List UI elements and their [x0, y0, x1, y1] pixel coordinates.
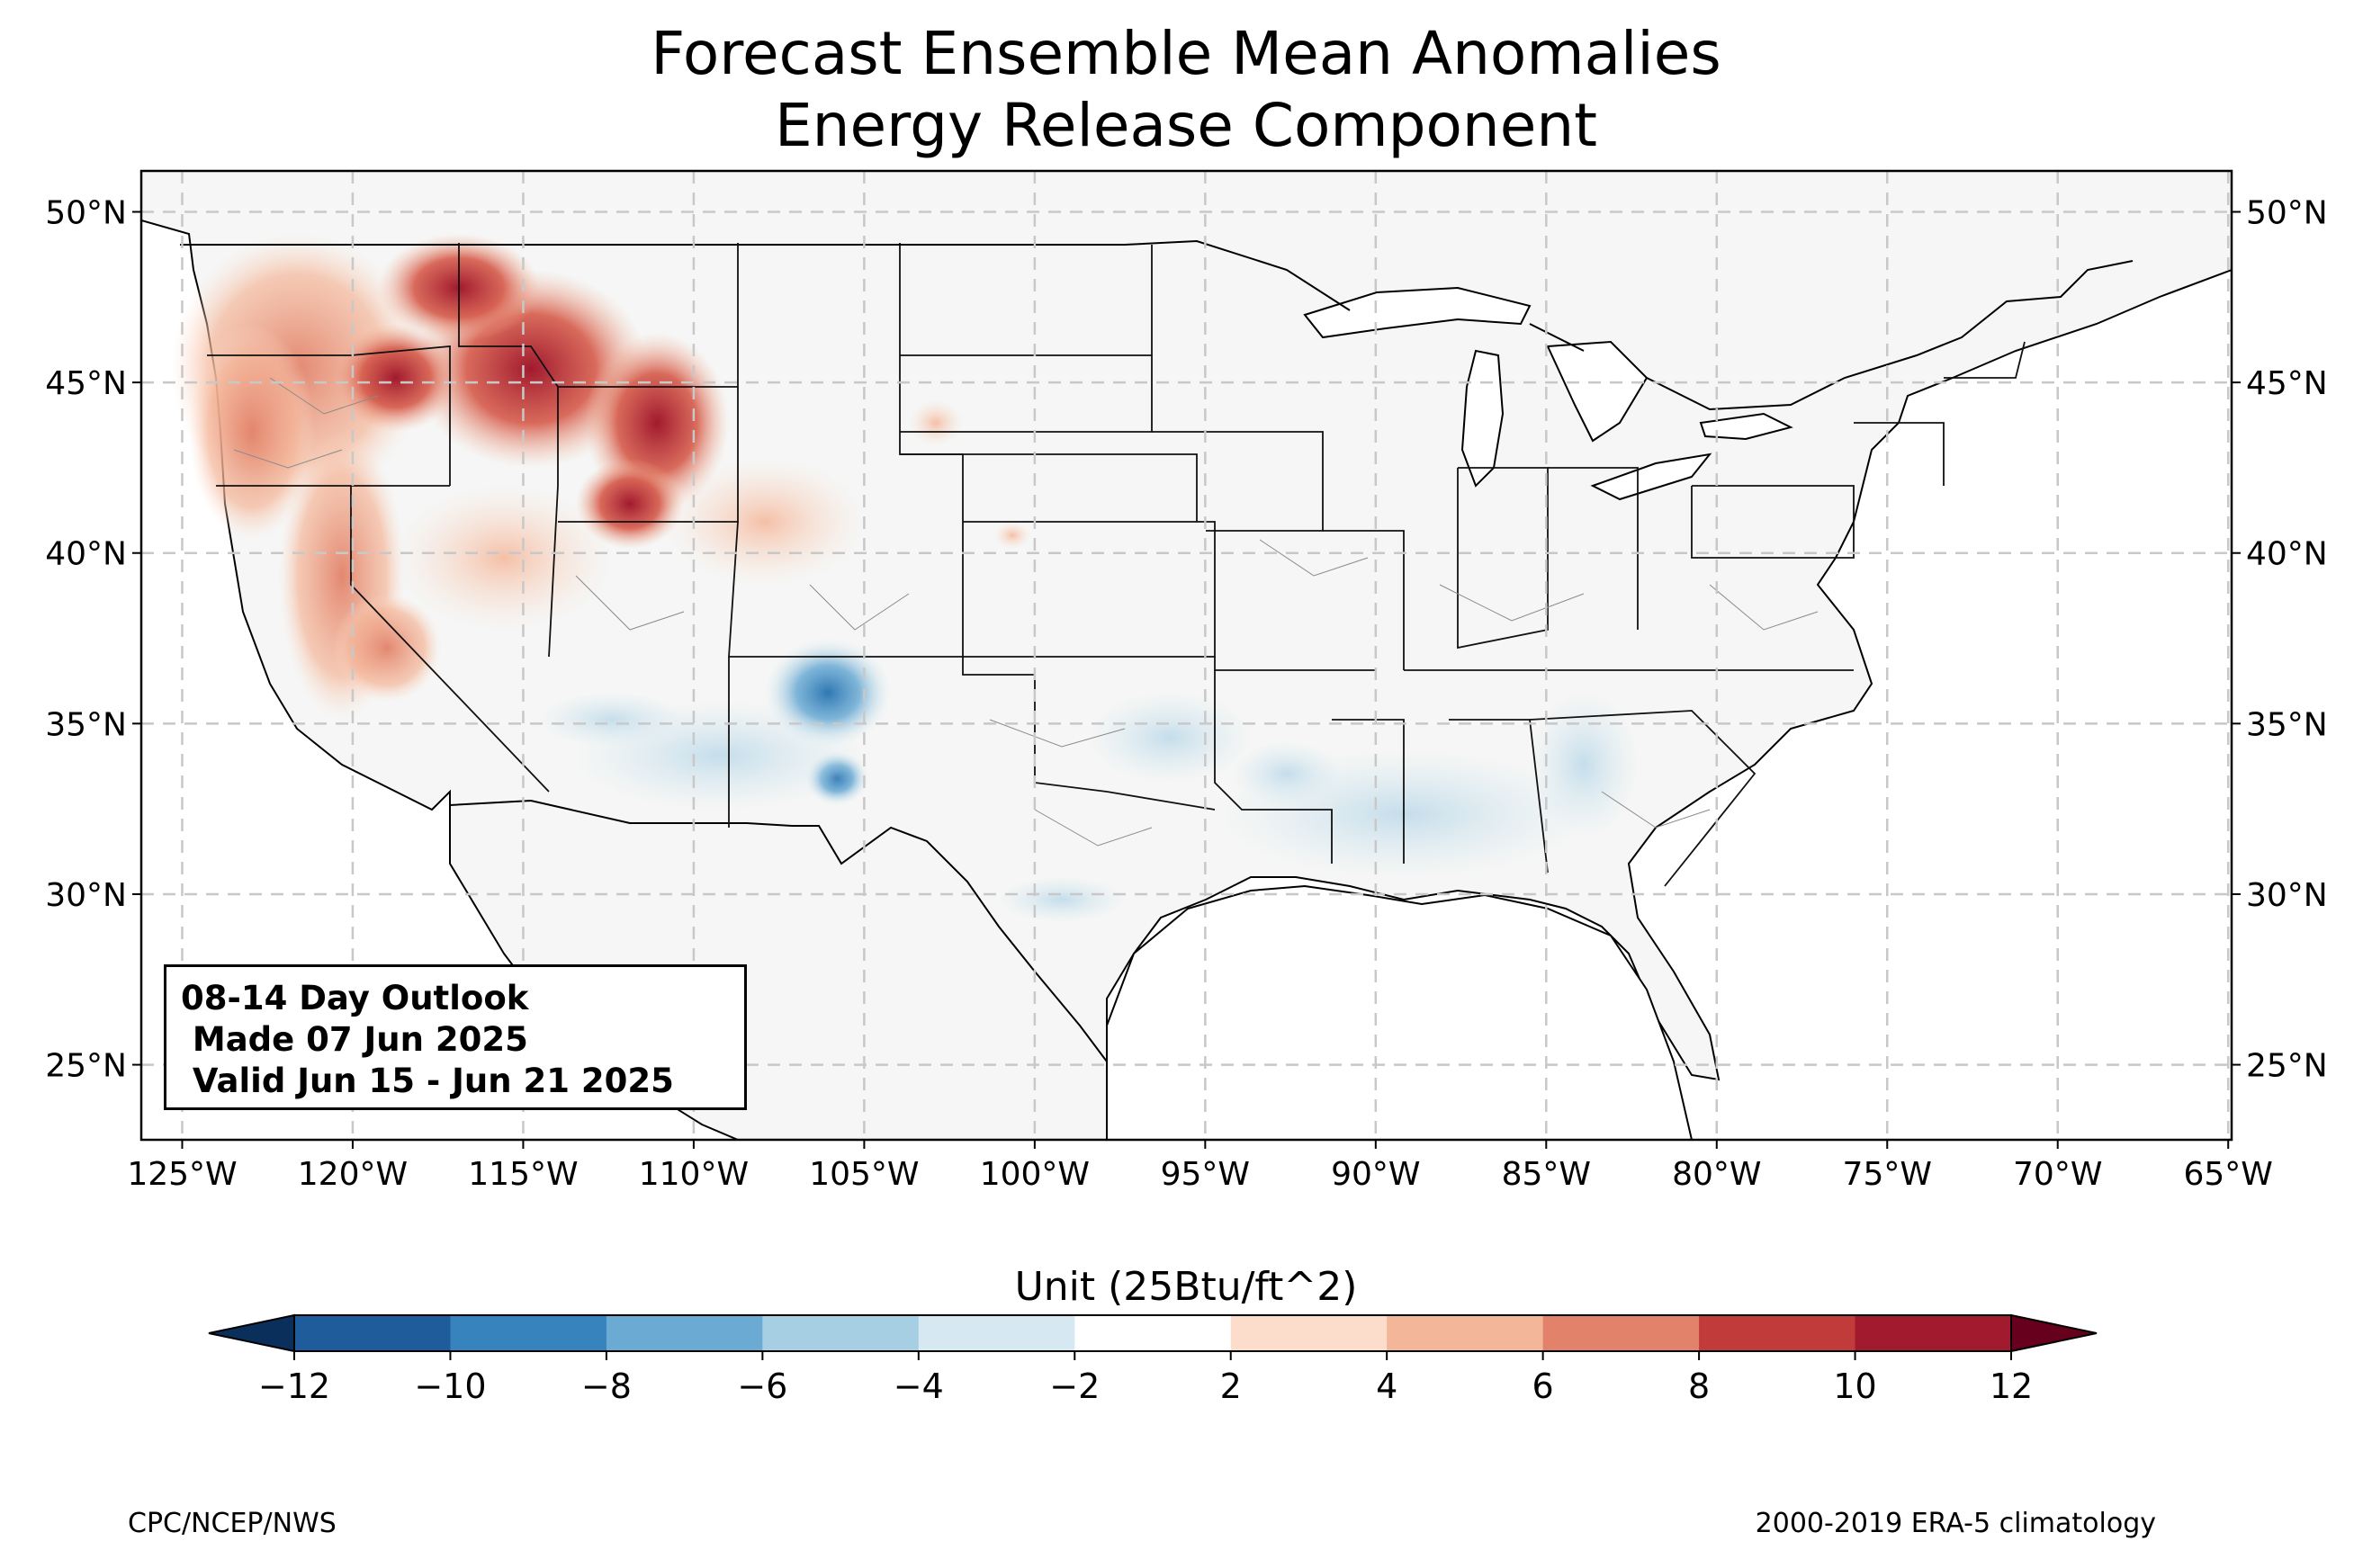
- us-canada-border: [180, 239, 2134, 411]
- lon-tick-label: 100°W: [980, 1156, 1090, 1193]
- lat-tick-label: 30°N: [2246, 877, 2328, 914]
- colorbar-swatch: [762, 1315, 920, 1351]
- climate-division-lines: [233, 377, 1819, 847]
- latitude-axis-left: 50°N 45°N 40°N 35°N 30°N 25°N: [45, 195, 141, 1085]
- colorbar-tick-label: 8: [1688, 1366, 1710, 1406]
- lon-tick-label: 115°W: [468, 1156, 578, 1193]
- lat-tick-label: 40°N: [45, 536, 127, 573]
- colorbar-swatch: [1699, 1315, 1856, 1351]
- colorbar-swatch: [1074, 1315, 1232, 1351]
- latitude-axis-right: 50°N 45°N 40°N 35°N 30°N 25°N: [2232, 195, 2328, 1085]
- anomaly-texas-panhandle: [1089, 693, 1251, 783]
- lon-tick-label: 80°W: [1672, 1156, 1761, 1193]
- colorbar-swatch: [606, 1315, 763, 1351]
- colorbar-swatch: [1230, 1315, 1388, 1351]
- colorbar-tick-label: −8: [581, 1366, 632, 1406]
- map-title-line-2: Energy Release Component: [774, 91, 1598, 160]
- us-mexico-border: [449, 799, 1108, 1062]
- outlook-made-date: Made 07 Jun 2025: [181, 1020, 528, 1059]
- anomaly-arkansas-la: [1233, 742, 1341, 805]
- colorbar-tick-label: 10: [1833, 1366, 1876, 1406]
- colorbar-swatch: [1855, 1315, 2012, 1351]
- anomaly-utah-north: [576, 459, 684, 549]
- lat-tick-label: 50°N: [45, 195, 127, 232]
- anomaly-dakota-spot: [909, 400, 963, 445]
- colorbar-under-arrow: [208, 1313, 295, 1353]
- lake-ontario: [1699, 412, 1793, 441]
- lon-tick-label: 125°W: [127, 1156, 237, 1193]
- map-border: [139, 169, 2233, 1142]
- lon-tick-label: 120°W: [298, 1156, 408, 1193]
- anomaly-great-basin: [396, 486, 612, 630]
- colorbar-over-arrow: [2010, 1313, 2098, 1353]
- colorbar-tick-label: −10: [414, 1366, 486, 1406]
- anomaly-nebraska-spot: [994, 522, 1030, 549]
- colorbar-swatch: [918, 1315, 1075, 1351]
- lon-tick-label: 105°W: [809, 1156, 919, 1193]
- lon-tick-label: 95°W: [1161, 1156, 1250, 1193]
- colorbar-swatch: [1387, 1315, 1544, 1351]
- colorbar-tick-label: 6: [1532, 1366, 1554, 1406]
- lon-tick-label: 75°W: [1843, 1156, 1932, 1193]
- colorbar-unit-label: Unit (25Btu/ft^2): [1014, 1264, 1358, 1310]
- gridlines: [141, 171, 2232, 1140]
- lon-tick-label: 65°W: [2184, 1156, 2273, 1193]
- lake-erie: [1590, 452, 1712, 501]
- lat-tick-label: 40°N: [2246, 536, 2328, 573]
- lon-tick-label: 90°W: [1331, 1156, 1420, 1193]
- anomaly-oregon-inland: [333, 324, 459, 432]
- lake-superior: [1303, 286, 1532, 339]
- colorbar-swatch: [294, 1315, 451, 1351]
- colorbar: −12 −10 −8 −6 −4 −2 2 4 6 8 10 12: [208, 1313, 2098, 1406]
- outlook-valid-range: Valid Jun 15 - Jun 21 2025: [181, 1062, 674, 1100]
- lat-tick-label: 35°N: [45, 706, 127, 743]
- footer-climatology: 2000-2019 ERA-5 climatology: [1755, 1508, 2156, 1539]
- anomaly-georgia: [1530, 693, 1638, 837]
- longitude-axis: 125°W 120°W 115°W 110°W 105°W 100°W 95°W 90°W 85…: [127, 1140, 2273, 1193]
- anomaly-sierra-south: [333, 594, 441, 702]
- lake-huron: [1546, 340, 1649, 443]
- lat-tick-label: 50°N: [2246, 195, 2328, 232]
- colorbar-tick-label: −12: [258, 1366, 330, 1406]
- colorbar-tick-label: −4: [894, 1366, 944, 1406]
- lon-tick-label: 70°W: [2013, 1156, 2102, 1193]
- lat-tick-label: 25°N: [2246, 1048, 2328, 1085]
- colorbar-tick-label: 2: [1220, 1366, 1242, 1406]
- lake-michigan: [1460, 349, 1505, 488]
- lat-tick-label: 45°N: [45, 365, 127, 402]
- colorbar-tick-label: 4: [1376, 1366, 1397, 1406]
- lat-tick-label: 25°N: [45, 1048, 127, 1085]
- footer-source: CPC/NCEP/NWS: [128, 1508, 337, 1539]
- lon-tick-label: 85°W: [1502, 1156, 1591, 1193]
- colorbar-swatch: [1542, 1315, 1700, 1351]
- anomaly-arizona-west: [540, 693, 684, 747]
- colorbar-tick-label: −2: [1049, 1366, 1100, 1406]
- map-title-line-1: Forecast Ensemble Mean Anomalies: [651, 19, 1721, 88]
- colorbar-tick-label: −6: [737, 1366, 787, 1406]
- colorbar-swatch: [450, 1315, 607, 1351]
- outlook-period: 08-14 Day Outlook: [181, 979, 529, 1017]
- lat-tick-label: 45°N: [2246, 365, 2328, 402]
- colorbar-outline: [293, 1314, 2012, 1352]
- outlook-info-box: 08-14 Day Outlook Made 07 Jun 2025 Valid…: [164, 964, 747, 1110]
- lat-tick-label: 35°N: [2246, 706, 2328, 743]
- anomaly-texas-coast: [999, 877, 1125, 922]
- colorbar-tick-label: 12: [1990, 1366, 2033, 1406]
- state-borders: [207, 243, 2026, 887]
- lon-tick-label: 110°W: [639, 1156, 749, 1193]
- lat-tick-label: 30°N: [45, 877, 127, 914]
